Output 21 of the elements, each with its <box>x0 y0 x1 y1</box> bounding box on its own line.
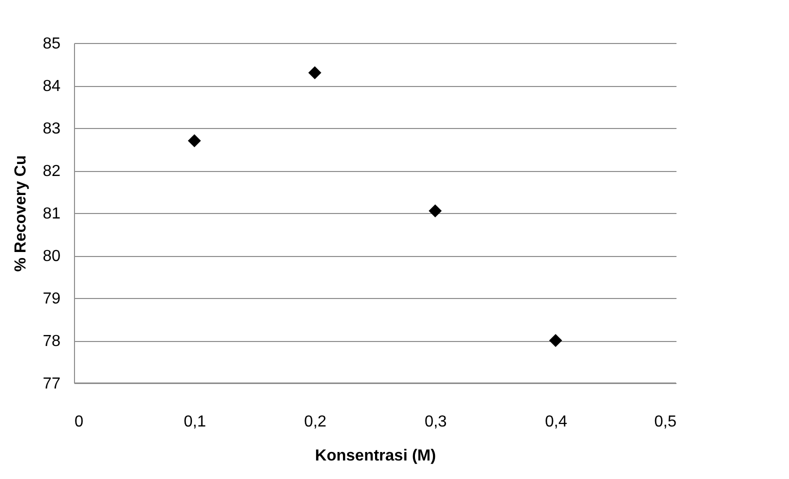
y-tick-label: 82 <box>42 163 61 180</box>
y-axis-title: % Recovery Cu <box>12 155 30 272</box>
point <box>188 134 201 148</box>
y-tick-label: 84 <box>42 78 61 95</box>
x-axis-title: Konsentrasi (M) <box>315 448 436 464</box>
x-tick-label: 0,5 <box>654 414 677 430</box>
x-tick-label: 0,4 <box>544 414 568 430</box>
point <box>428 204 442 218</box>
point <box>308 66 322 80</box>
y-tick-label: 77 <box>42 376 61 392</box>
y-tick-label: 78 <box>42 333 61 350</box>
y-tick-label: 83 <box>42 120 61 138</box>
x-tick-label: 0,2 <box>304 414 327 430</box>
y-tick-label: 85 <box>42 36 61 52</box>
y-tick-label: 79 <box>42 290 61 308</box>
y-tick-label: 81 <box>42 206 61 222</box>
x-tick-label: 0 <box>74 414 84 430</box>
point <box>549 334 562 348</box>
x-tick-label: 0,1 <box>184 414 206 430</box>
x-tick-label: 0,3 <box>424 414 447 430</box>
y-tick-label: 80 <box>42 248 61 265</box>
